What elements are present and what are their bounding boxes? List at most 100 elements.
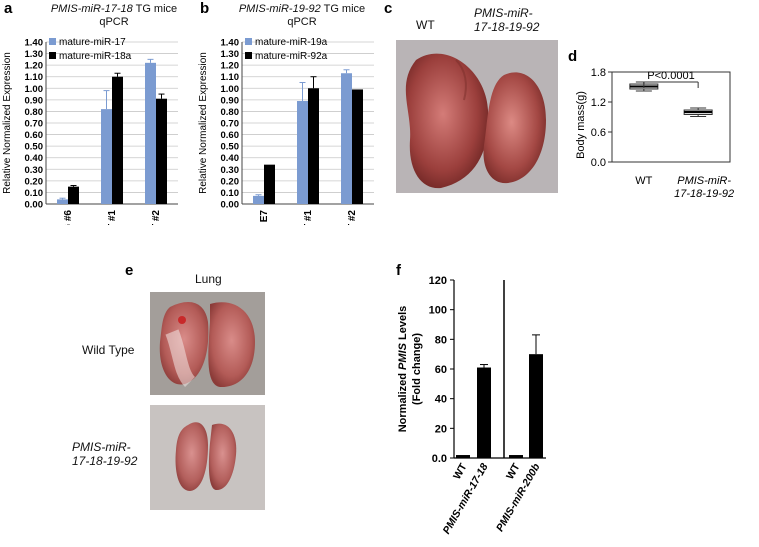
y-tick-label: 1.00 — [25, 84, 44, 95]
panel-letter-a: a — [4, 0, 13, 17]
y-tick-label: 0.0 — [591, 157, 606, 169]
legend-swatch — [245, 52, 252, 59]
y-tick-label: 0.30 — [25, 165, 44, 176]
y-tick-label: 0.20 — [25, 176, 44, 187]
y-axis-label: Relative Normalized Expression — [2, 52, 13, 194]
y-tick-label: 0.00 — [221, 200, 240, 211]
legend-label: mature-miR-17 — [59, 37, 126, 48]
y-tick-label: 1.10 — [25, 72, 44, 83]
plot-frame — [611, 71, 731, 163]
panel-e-heading: Lung — [195, 272, 222, 286]
lung-photo-wt — [150, 292, 265, 395]
chart-f: 0.0 20 40 60 80 100 120 Normalized PMIS Levels(… — [397, 275, 546, 536]
bar — [145, 62, 156, 205]
y-tick-label: 120 — [429, 275, 447, 287]
y-tick-label: 0.20 — [221, 176, 240, 187]
bar — [352, 89, 363, 204]
legend-label: mature-miR-18a — [59, 51, 132, 62]
y-tick-label: 40 — [435, 394, 447, 406]
bar — [509, 455, 523, 458]
y-tick-label: 0.30 — [221, 165, 240, 176]
y-tick-label: 0.80 — [221, 107, 240, 118]
y-tick-label: 1.40 — [25, 38, 44, 49]
y-tick-label: 0.00 — [25, 200, 44, 211]
bar — [57, 199, 68, 204]
panel-letter-c: c — [384, 0, 393, 17]
panel-e-label-wt: Wild Type — [82, 343, 135, 357]
x-tick-label: WT — [504, 461, 523, 482]
y-tick-label: 0.60 — [221, 130, 240, 141]
y-tick-label: 1.00 — [221, 84, 240, 95]
bar — [297, 101, 308, 204]
p-value-annotation: P<0.0001 — [647, 70, 694, 82]
y-tick-label: 0.70 — [221, 119, 240, 130]
bar — [341, 73, 352, 204]
y-tick-label: 0.70 — [25, 119, 44, 130]
x-tick-label: WT #2 — [347, 210, 358, 225]
y-tick-label: 80 — [435, 334, 447, 346]
bar — [529, 354, 543, 458]
panel-letter-b: b — [200, 0, 210, 17]
y-axis-label: Normalized PMIS Levels — [397, 306, 409, 433]
legend-label: mature-miR-92a — [255, 51, 328, 62]
bar — [112, 76, 123, 204]
y-tick-label: 0.0 — [432, 453, 447, 465]
y-tick-label: 1.30 — [221, 49, 240, 60]
y-tick-label: 0.10 — [25, 188, 44, 199]
y-axis-label-part: Levels — [397, 306, 409, 343]
y-tick-label: 1.20 — [25, 61, 44, 72]
bar — [101, 109, 112, 204]
y-tick-label: 0.90 — [221, 95, 240, 106]
y-tick-label: 1.8 — [591, 67, 606, 79]
panel-e-label-tg: PMIS-miR- 17-18-19-92 — [72, 440, 138, 468]
chart-b: 0.000.100.200.300.400.500.600.700.800.90… — [198, 37, 374, 225]
y-tick-label: 1.10 — [221, 72, 240, 83]
y-tick-label: 0.6 — [591, 127, 606, 139]
bar — [308, 88, 319, 204]
x-tick-label: TG #6 — [63, 210, 74, 225]
legend-swatch — [49, 38, 56, 45]
panel-letter-d: d — [568, 48, 578, 65]
panel-a-title: PMIS-miR-17-18 TG mice qPCR — [50, 3, 178, 28]
legend-swatch — [245, 38, 252, 45]
lung-photo-tg — [150, 405, 265, 510]
bar — [253, 195, 264, 204]
chart-a: 0.000.100.200.300.400.500.600.700.800.90… — [2, 37, 178, 225]
y-tick-label: 1.2 — [591, 97, 606, 109]
y-tick-label: 0.50 — [221, 142, 240, 153]
x-tick-label: TG E7 — [259, 210, 270, 225]
y-axis-label-part: Normalized — [397, 370, 409, 432]
x-tick-label: PMIS-miR-17-18-19-92 — [674, 175, 734, 200]
y-axis-label: Body mass(g) — [575, 91, 587, 159]
bar — [156, 98, 167, 204]
bar — [477, 367, 491, 458]
y-tick-label: 1.20 — [221, 61, 240, 72]
y-tick-label: 0.60 — [25, 130, 44, 141]
x-tick-label-line: PMIS-miR- — [677, 175, 731, 187]
y-tick-label: 60 — [435, 364, 447, 376]
panel-c-label-wt: WT — [416, 18, 435, 32]
y-tick-label: 100 — [429, 305, 447, 317]
x-tick-label: WT #1 — [303, 210, 314, 225]
y-tick-label: 0.40 — [25, 153, 44, 164]
legend-label: mature-miR-19a — [255, 37, 328, 48]
bar — [68, 186, 79, 204]
y-axis-label-line2: (Fold change) — [411, 333, 423, 405]
x-tick-label: WT — [635, 175, 652, 187]
y-tick-label: 20 — [435, 423, 447, 435]
panel-letter-f: f — [396, 262, 401, 279]
mice-photo — [396, 40, 558, 193]
panel-b-title: PMIS-miR-19-92 TG mice qPCR — [238, 3, 366, 28]
panel-c-label-tg: PMIS-miR- 17-18-19-92 — [474, 6, 540, 34]
chart-d: 0.0 0.6 1.2 1.8 Body mass(g) P<0.0001 WT PMIS-m… — [575, 67, 734, 200]
y-tick-label: 0.50 — [25, 142, 44, 153]
bar — [264, 164, 275, 204]
y-tick-label: 1.30 — [25, 49, 44, 60]
y-axis-label-part: PMIS — [397, 342, 409, 370]
y-tick-label: 1.40 — [221, 38, 240, 49]
y-tick-label: 0.80 — [25, 107, 44, 118]
x-tick-label: WT #2 — [151, 210, 162, 225]
x-tick-label: WT #1 — [107, 210, 118, 225]
x-tick-label-line: 17-18-19-92 — [674, 188, 734, 200]
y-tick-label: 0.40 — [221, 153, 240, 164]
